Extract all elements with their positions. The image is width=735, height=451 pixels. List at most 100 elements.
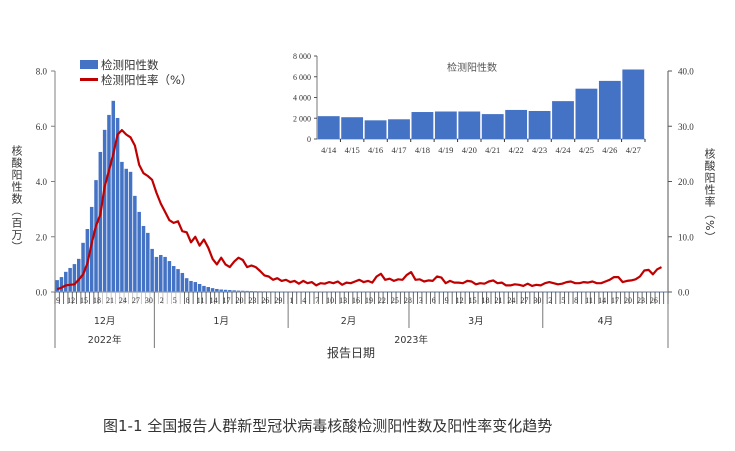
bar — [55, 280, 59, 292]
inset-x-label: 4/19 — [438, 145, 453, 155]
right-tick-label: 30.0 — [678, 122, 694, 132]
x-tick-label: 9 — [56, 296, 60, 305]
left-tick-label: 0.0 — [36, 288, 48, 298]
bar — [141, 225, 146, 292]
x-tick-label: 27 — [520, 296, 528, 305]
x-tick-label: 28 — [404, 296, 412, 305]
x-tick-label: 30 — [533, 296, 541, 305]
inset-bar — [364, 120, 387, 139]
x-tick-label: 24 — [119, 296, 127, 305]
bar — [215, 288, 219, 292]
bar — [81, 242, 85, 292]
x-tick-label: 20 — [235, 296, 243, 305]
month-label: 12月 — [94, 316, 116, 327]
inset-x-label: 4/15 — [345, 145, 360, 155]
x-tick-label: 9 — [445, 296, 449, 305]
right-tick-label: 10.0 — [678, 232, 694, 242]
inset-chart-title: 检测阳性数 — [447, 63, 497, 74]
positivity-rate-line — [56, 129, 663, 291]
bar — [159, 254, 163, 292]
year-label: 2023年 — [394, 334, 428, 346]
inset-bar — [598, 80, 621, 139]
bar — [219, 289, 223, 292]
x-tick-label: 8 — [574, 296, 578, 305]
x-tick-label: 30 — [145, 296, 153, 305]
x-tick-label: 10 — [326, 296, 334, 305]
legend-item-line: 检测阳性率（%） — [80, 72, 192, 87]
bar — [197, 283, 202, 292]
x-tick-label: 11 — [197, 296, 205, 305]
right-tick-label: 0.0 — [678, 288, 690, 298]
bar — [150, 248, 154, 292]
bar — [232, 290, 236, 292]
bar — [223, 289, 228, 292]
bar — [128, 171, 133, 292]
inset-bar — [622, 69, 645, 139]
bar — [206, 287, 211, 292]
bar — [107, 114, 111, 292]
inset-x-label: 4/16 — [368, 145, 383, 155]
inset-x-label: 4/17 — [391, 145, 406, 155]
bar — [115, 117, 120, 293]
x-tick-label: 12 — [67, 296, 75, 305]
inset-tick-label: 0 — [307, 135, 311, 144]
bar — [180, 272, 185, 292]
inset-bar — [388, 119, 410, 139]
bar — [193, 282, 198, 292]
inset-x-label: 4/14 — [321, 145, 337, 155]
inset-bar — [434, 111, 457, 139]
inset-x-label: 4/20 — [462, 145, 477, 155]
inset-bar — [317, 116, 340, 139]
right-tick-label: 20.0 — [678, 177, 694, 187]
legend: 检测阳性数 检测阳性率（%） — [80, 57, 192, 87]
left-tick-label: 2.0 — [36, 232, 48, 242]
bar — [184, 278, 189, 292]
bar — [89, 206, 94, 292]
bar — [76, 258, 81, 292]
year-label: 2022年 — [88, 334, 122, 346]
x-tick-label: 12 — [456, 296, 464, 305]
inset-bar — [528, 110, 551, 139]
inset-x-label: 4/27 — [626, 145, 641, 155]
bar — [64, 271, 68, 292]
bar — [236, 290, 241, 292]
x-tick-label: 2 — [160, 296, 164, 305]
inset-bar — [458, 111, 481, 139]
month-label: 2月 — [341, 316, 357, 327]
legend-item-bars: 检测阳性数 — [80, 57, 192, 72]
inset-x-label: 4/22 — [509, 145, 524, 155]
bar — [171, 266, 176, 292]
x-tick-label: 14 — [210, 296, 218, 305]
inset-x-label: 4/23 — [532, 145, 547, 155]
x-axis-title: 报告日期 — [327, 346, 376, 360]
x-tick-label: 7 — [315, 296, 319, 305]
bar — [210, 288, 215, 292]
bar — [120, 161, 124, 292]
bar — [176, 269, 180, 292]
right-axis-title: 核酸阳性率（%） — [703, 148, 716, 244]
bar-swatch-icon — [80, 60, 98, 69]
inset-tick-label: 6 000 — [293, 73, 311, 82]
bar — [98, 151, 103, 292]
x-tick-label: 23 — [637, 296, 645, 305]
x-tick-label: 3 — [419, 296, 423, 305]
x-tick-label: 26 — [650, 296, 658, 305]
x-tick-label: 16 — [352, 296, 360, 305]
bar — [154, 256, 159, 292]
bar — [137, 211, 141, 292]
x-tick-label: 20 — [624, 296, 632, 305]
x-tick-label: 15 — [469, 296, 477, 305]
bar — [133, 195, 137, 292]
x-tick-label: 17 — [223, 296, 231, 305]
inset-bar — [575, 88, 598, 139]
x-tick-label: 14 — [598, 296, 606, 305]
x-tick-label: 27 — [132, 296, 140, 305]
inset-x-label: 4/21 — [485, 145, 500, 155]
inset-x-label: 4/18 — [415, 145, 430, 155]
x-tick-label: 5 — [173, 296, 177, 305]
x-tick-label: 23 — [248, 296, 256, 305]
left-tick-label: 6.0 — [36, 122, 48, 132]
bar — [167, 261, 172, 292]
x-tick-label: 1 — [289, 296, 293, 305]
